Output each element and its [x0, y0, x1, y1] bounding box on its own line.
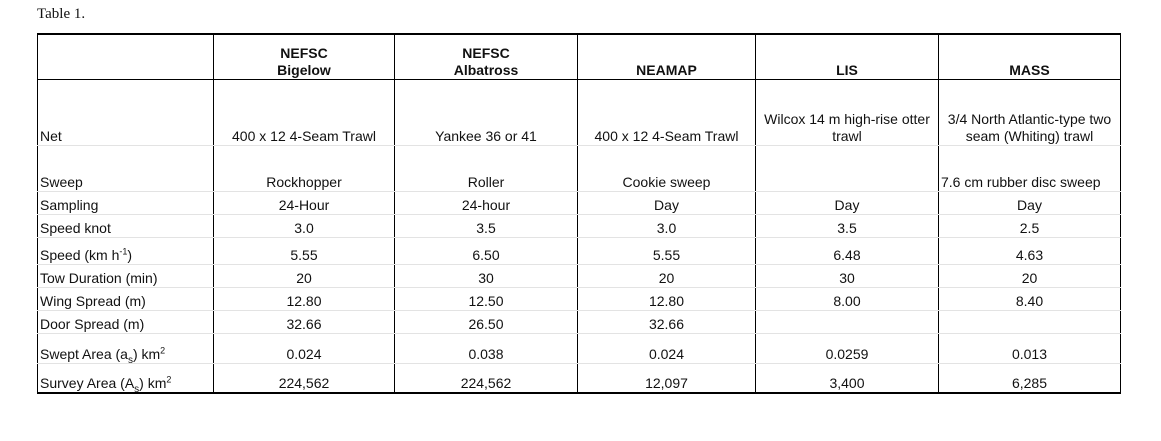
row-label: Tow Duration (min): [37, 264, 214, 288]
table-cell: 3.0: [577, 214, 756, 238]
header-neamap: NEAMAP: [577, 33, 756, 80]
cell-net-bigelow: 400 x 12 4-Seam Trawl: [213, 79, 395, 146]
table-row-tow-duration: Tow Duration (min) 20 30 20 30 20: [37, 264, 1121, 288]
table-cell: Day: [577, 191, 756, 215]
table-row-speed-kmh: Speed (km h-1) 5.55 6.50 5.55 6.48 4.63: [37, 237, 1121, 265]
table-cell: 32.66: [577, 310, 756, 334]
table-cell: 0.024: [577, 333, 756, 364]
table-cell: 8.40: [938, 287, 1121, 311]
table-cell: 0.038: [394, 333, 578, 364]
table-row-sweep: Sweep Rockhopper Roller Cookie sweep 7.6…: [37, 145, 1121, 192]
table-row-survey-area: Survey Area (As) km2 224,562 224,562 12,…: [37, 363, 1121, 394]
table-row-wing-spread: Wing Spread (m) 12.80 12.50 12.80 8.00 8…: [37, 287, 1121, 311]
table-cell: 30: [755, 264, 939, 288]
table-row-sampling: Sampling 24-Hour 24-hour Day Day Day: [37, 191, 1121, 215]
table-cell: 20: [213, 264, 395, 288]
table-cell: 20: [938, 264, 1121, 288]
table-cell: 3,400: [755, 363, 939, 394]
table-cell: [755, 310, 939, 334]
table-cell: 32.66: [213, 310, 395, 334]
header-nefsc-albatross: NEFSC Albatross: [394, 33, 578, 80]
cell-sweep-albatross: Roller: [394, 145, 578, 192]
row-label: Speed (km h-1): [37, 237, 214, 265]
table-header-row: NEFSC Bigelow NEFSC Albatross NEAMAP LIS…: [37, 33, 1121, 80]
table-cell: 8.00: [755, 287, 939, 311]
survey-gear-table: NEFSC Bigelow NEFSC Albatross NEAMAP LIS…: [37, 33, 1121, 394]
table-cell: 5.55: [213, 237, 395, 265]
table-row-swept-area: Swept Area (as) km2 0.024 0.038 0.024 0.…: [37, 333, 1121, 365]
table-cell: 0.013: [938, 333, 1121, 364]
table-cell: 3.0: [213, 214, 395, 238]
cell-sweep-lis: [755, 145, 939, 192]
table-cell: 30: [394, 264, 578, 288]
table-row-door-spread: Door Spread (m) 32.66 26.50 32.66: [37, 310, 1121, 334]
table-cell: 12.80: [213, 287, 395, 311]
table-cell: 6.48: [755, 237, 939, 265]
cell-net-albatross: Yankee 36 or 41: [394, 79, 578, 146]
table-cell: 24-hour: [394, 191, 578, 215]
row-label: Door Spread (m): [37, 310, 214, 334]
row-label: Net: [37, 79, 214, 146]
cell-net-lis: Wilcox 14 m high-rise otter trawl: [755, 79, 939, 146]
row-label: Swept Area (as) km2: [37, 333, 214, 365]
cell-sweep-neamap: Cookie sweep: [577, 145, 756, 192]
table-cell: 224,562: [213, 363, 395, 394]
table-cell: 6.50: [394, 237, 578, 265]
row-label: Speed knot: [37, 214, 214, 238]
header-lis: LIS: [755, 33, 939, 80]
row-label: Sweep: [37, 145, 214, 192]
row-label: Wing Spread (m): [37, 287, 214, 311]
table-cell: 26.50: [394, 310, 578, 334]
header-nefsc-bigelow: NEFSC Bigelow: [213, 33, 395, 80]
header-corner: [37, 33, 214, 80]
table-cell: 24-Hour: [213, 191, 395, 215]
table-row-speed-knot: Speed knot 3.0 3.5 3.0 3.5 2.5: [37, 214, 1121, 238]
table-cell: 3.5: [394, 214, 578, 238]
table-cell: 20: [577, 264, 756, 288]
table-cell: Day: [938, 191, 1121, 215]
row-label: Survey Area (As) km2: [37, 363, 214, 394]
row-label: Sampling: [37, 191, 214, 215]
table-cell: 12.50: [394, 287, 578, 311]
table-cell: 6,285: [938, 363, 1121, 394]
cell-sweep-bigelow: Rockhopper: [213, 145, 395, 192]
table-cell: Day: [755, 191, 939, 215]
table-cell: 0.0259: [755, 333, 939, 364]
cell-net-neamap: 400 x 12 4-Seam Trawl: [577, 79, 756, 146]
table-cell: 12.80: [577, 287, 756, 311]
table-cell: 3.5: [755, 214, 939, 238]
cell-sweep-mass: 7.6 cm rubber disc sweep: [938, 145, 1121, 192]
table-cell: [938, 310, 1121, 334]
table-cell: 4.63: [938, 237, 1121, 265]
table-cell: 12,097: [577, 363, 756, 394]
table-cell: 0.024: [213, 333, 395, 364]
table-cell: 5.55: [577, 237, 756, 265]
table-cell: 2.5: [938, 214, 1121, 238]
header-mass: MASS: [938, 33, 1121, 80]
table-caption: Table 1.: [37, 6, 86, 22]
table-row-net: Net 400 x 12 4-Seam Trawl Yankee 36 or 4…: [37, 79, 1121, 146]
table-cell: 224,562: [394, 363, 578, 394]
cell-net-mass: 3/4 North Atlantic-type two seam (Whitin…: [938, 79, 1121, 146]
